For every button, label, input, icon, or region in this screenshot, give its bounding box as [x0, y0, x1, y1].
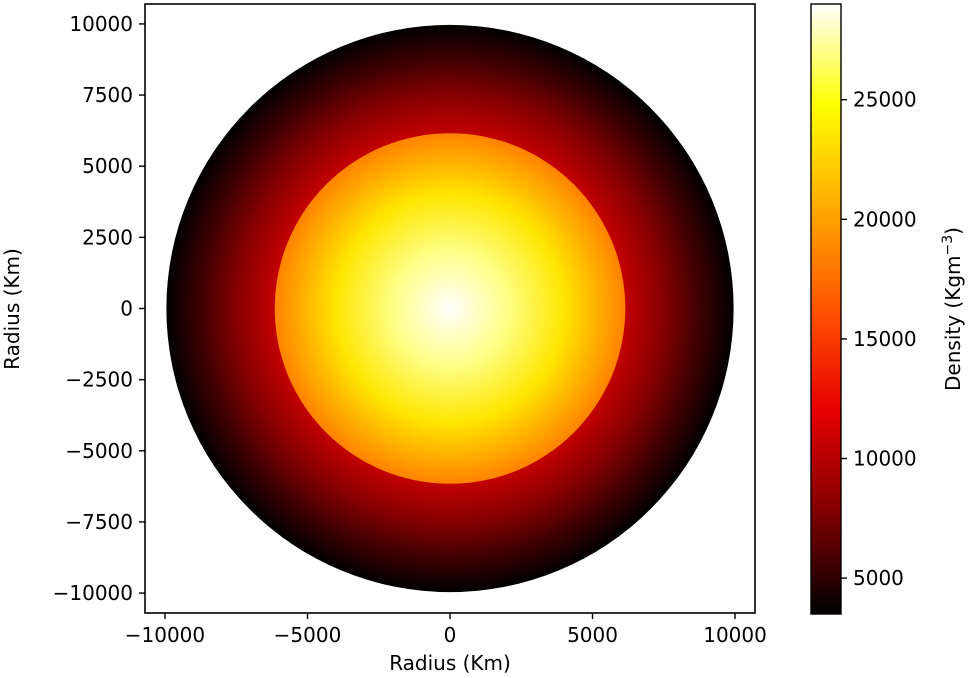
y-tick-label: −2500	[65, 368, 133, 392]
colorbar-label-suffix: )	[941, 227, 965, 235]
x-axis-ticks: −10000 −5000 0 5000 10000	[125, 613, 767, 647]
colorbar-tick-label: 25000	[853, 88, 917, 112]
colorbar-tick-label: 5000	[853, 566, 904, 590]
colorbar-tick-label: 10000	[853, 447, 917, 471]
y-tick-label: 5000	[82, 154, 133, 178]
y-tick-label: 7500	[82, 83, 133, 107]
colorbar-label-text: Density (Kgm	[941, 255, 965, 391]
y-tick-label: −5000	[65, 439, 133, 463]
colorbar-label: Density (Kgm−3)	[940, 227, 965, 391]
colorbar-frame	[810, 3, 842, 615]
x-tick-label: 10000	[703, 623, 767, 647]
colorbar-tick-label: 20000	[853, 207, 917, 231]
colorbar-label-exponent: −3	[940, 235, 956, 256]
colorbar-tick-label: 15000	[853, 327, 917, 351]
y-tick-label: 2500	[82, 225, 133, 249]
x-tick-label: 0	[444, 623, 457, 647]
y-axis-ticks: 10000 7500 5000 2500 0 −2500 −5000 −7500 −10000	[53, 12, 145, 605]
y-tick-label: −10000	[53, 581, 133, 605]
x-tick-label: −10000	[125, 623, 205, 647]
colorbar-ticks: 5000 10000 15000 20000 25000	[841, 88, 917, 590]
y-axis-label: Radius (Km)	[0, 248, 24, 370]
x-axis-label: Radius (Km)	[389, 651, 511, 675]
x-tick-label: 5000	[567, 623, 618, 647]
core-region	[274, 133, 626, 484]
y-tick-label: 0	[120, 297, 133, 321]
y-tick-label: −7500	[65, 510, 133, 534]
x-tick-label: −5000	[274, 623, 342, 647]
colorbar	[811, 4, 841, 614]
y-tick-label: 10000	[69, 12, 133, 36]
